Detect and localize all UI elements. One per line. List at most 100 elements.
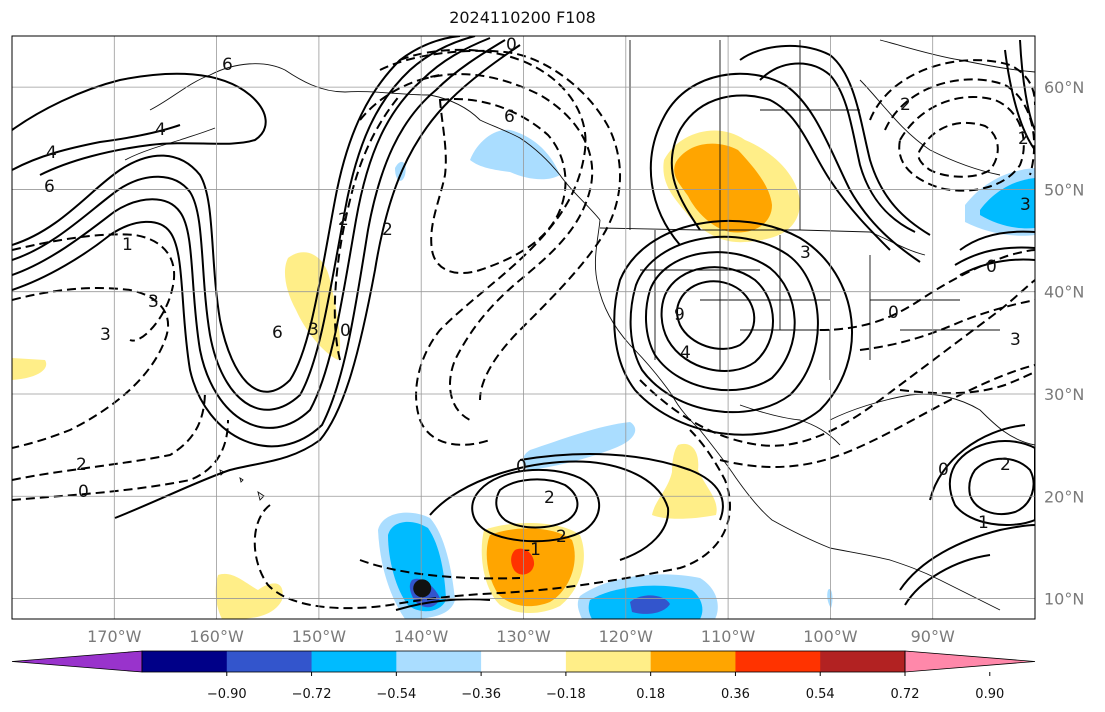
contour-solid <box>395 598 491 611</box>
contour-dashed <box>379 49 621 401</box>
contour-dashed <box>333 94 401 361</box>
contour-solid <box>959 230 1035 251</box>
yellow-shade-midpacific <box>284 252 341 360</box>
contour-dashed <box>419 73 594 421</box>
colorbar-tick-label: 0.54 <box>806 687 835 702</box>
contour-solid <box>12 37 491 429</box>
contour-label: 0 <box>78 482 89 502</box>
colorbar: −0.90 −0.72 −0.54 −0.36 −0.18 0.18 0.36 0.54 0.7… <box>11 650 1036 702</box>
contour-solid <box>12 36 461 393</box>
contour-dashed <box>719 364 1035 468</box>
longitude-labels: 170°W 160°W 150°W 140°W 130°W 120°W 110°W 100°W… <box>87 627 955 646</box>
map-title: 2024110200 F108 <box>449 8 596 27</box>
longitude-tick-label: 100°W <box>803 627 858 646</box>
contour-label: 0 <box>888 303 899 323</box>
longitude-tick-label: 140°W <box>394 627 449 646</box>
contour-solid <box>670 94 891 251</box>
colorbar-swatch <box>396 651 482 672</box>
contour-label: 2 <box>338 210 349 230</box>
yellow-shade-westedge <box>12 358 47 380</box>
contour-solid <box>649 72 921 263</box>
longitude-tick-label: 150°W <box>292 627 347 646</box>
contour-label: 6 <box>504 107 515 127</box>
colorbar-tick-label: −0.90 <box>207 687 247 702</box>
contour-label: 6 <box>272 323 283 343</box>
colorbar-tick-label: −0.36 <box>461 687 501 702</box>
alaska-coast <box>149 63 601 221</box>
red-shade-trop <box>511 548 535 575</box>
colorbar-tick-label: 0.18 <box>636 687 665 702</box>
storm-marker <box>413 579 432 598</box>
aleutian-islands <box>124 127 216 161</box>
contour-solid <box>676 280 756 350</box>
contour-dashed <box>399 48 587 446</box>
latitude-tick-label: 30°N <box>1044 385 1084 404</box>
canada-us-border <box>599 227 926 256</box>
contour-solid <box>519 453 724 521</box>
longitude-tick-label: 170°W <box>87 627 142 646</box>
contour-dashed <box>869 59 1035 121</box>
contour-solid <box>1004 49 1035 151</box>
latitude-tick-label: 20°N <box>1044 487 1084 506</box>
contour-label: 6 <box>44 177 55 197</box>
contour-label: 4 <box>680 343 691 363</box>
canada-provinces <box>629 40 860 230</box>
orange-shade-canada <box>674 143 772 233</box>
contour-dashed <box>430 98 567 275</box>
contour-label: 0 <box>506 35 517 55</box>
west-coast-us <box>594 219 701 431</box>
contour-solid <box>12 72 267 176</box>
contour-label: 1 <box>122 235 133 255</box>
contour-label: 9 <box>674 305 685 325</box>
contour-label: 2 <box>76 455 87 475</box>
contour-label: 6 <box>222 55 233 75</box>
contour-label: 2 <box>1000 455 1011 475</box>
contour-label: 2 <box>900 95 911 115</box>
colorbar-swatch <box>565 651 652 672</box>
contour-label: 4 <box>46 143 57 163</box>
contour-solid <box>948 440 1035 526</box>
lightblue-shade-gulf <box>470 129 560 180</box>
contour-label: 3 <box>308 320 319 340</box>
contour-solid <box>12 36 476 411</box>
longitude-tick-label: 160°W <box>189 627 244 646</box>
longitude-tick-label: 130°W <box>496 627 551 646</box>
colorbar-swatch <box>142 651 228 672</box>
longitude-tick-label: 110°W <box>701 627 756 646</box>
contour-dashed <box>917 121 999 178</box>
colorbar-extend-high <box>904 650 1036 673</box>
contour-solid <box>613 219 854 436</box>
contour-labels: 6 4 4 6 1 3 3 2 0 6 3 0 2 2 6 0 3 9 4 0 … <box>44 35 1031 560</box>
lightblue-shade-trop <box>522 422 636 470</box>
contour-label: 3 <box>100 325 111 345</box>
colorbar-swatch <box>650 651 736 672</box>
contour-dashed <box>639 279 1035 447</box>
contour-label: 2 <box>556 527 567 547</box>
contour-label: 3 <box>148 292 159 312</box>
latitude-labels: 60°N 50°N 40°N 30°N 20°N 10°N <box>1044 78 1084 608</box>
colorbar-extend-low <box>11 650 143 673</box>
colorbar-swatch <box>481 651 567 672</box>
contour-dashed <box>359 74 441 121</box>
contour-solid <box>959 258 1035 276</box>
latitude-tick-label: 50°N <box>1044 180 1084 199</box>
contour-label: 0 <box>516 457 527 477</box>
contour-label: 3 <box>1010 330 1021 350</box>
contour-solid <box>1019 39 1035 131</box>
contour-label: 2 <box>544 488 555 508</box>
blue-shade-east <box>980 178 1035 229</box>
contour-solid <box>12 124 181 171</box>
darkblue-shade-low-2 <box>630 595 670 614</box>
colorbar-frame <box>141 650 906 673</box>
contour-solid <box>899 524 1035 591</box>
contour-solid <box>471 468 601 543</box>
contour-dashed <box>859 299 1035 351</box>
yellow-shade-mexico <box>652 443 717 519</box>
contour-solid <box>968 457 1035 515</box>
contour-solid <box>629 235 819 414</box>
colorbar-swatch <box>226 651 313 672</box>
latitude-tick-label: 60°N <box>1044 78 1084 97</box>
contour-label: 0 <box>938 460 949 480</box>
contour-dashed <box>819 249 1035 331</box>
longitude-tick-label: 120°W <box>599 627 654 646</box>
